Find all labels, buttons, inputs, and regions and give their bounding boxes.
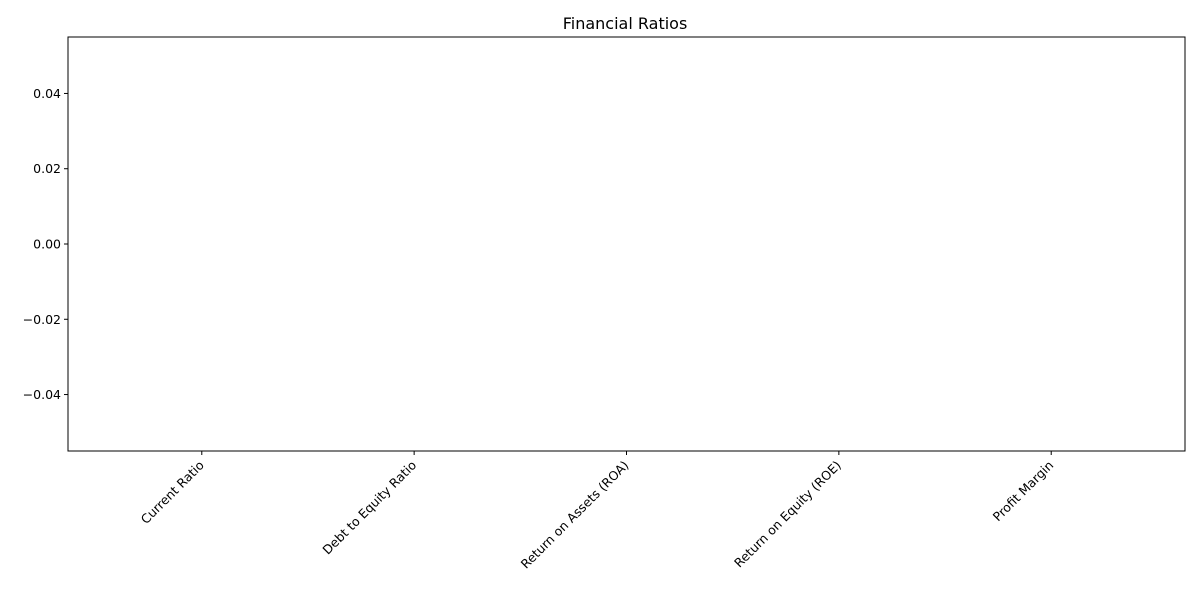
y-tick-label: −0.02	[23, 312, 61, 327]
x-tick-label: Profit Margin	[990, 458, 1057, 525]
y-tick-label: 0.00	[33, 237, 61, 252]
chart-title: Financial Ratios	[563, 14, 688, 33]
x-tick-label: Return on Equity (ROE)	[731, 458, 844, 571]
x-tick-label: Debt to Equity Ratio	[319, 458, 419, 558]
x-tick-label: Return on Assets (ROA)	[518, 458, 632, 572]
y-tick-label: 0.04	[33, 86, 61, 101]
y-tick-label: −0.04	[23, 387, 61, 402]
x-axis: Current Ratio Debt to Equity Ratio Return …	[138, 451, 1057, 572]
y-tick-label: 0.02	[33, 161, 61, 176]
plot-area-frame	[67, 36, 1186, 452]
y-axis: 0.04 0.02 0.00 −0.02 −0.04	[23, 86, 68, 402]
x-tick-label: Current Ratio	[138, 458, 207, 527]
